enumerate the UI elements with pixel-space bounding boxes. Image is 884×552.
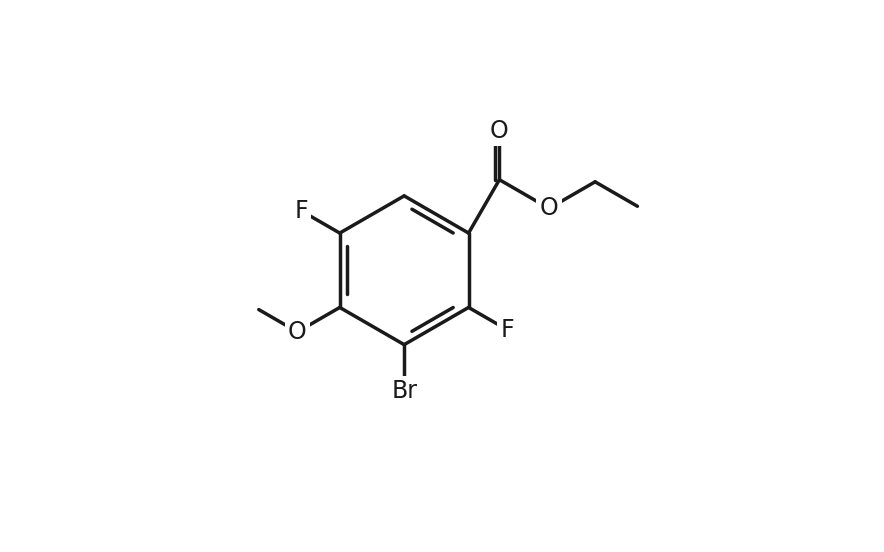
Text: F: F [500,318,514,342]
Text: O: O [288,320,307,344]
Text: O: O [540,197,559,220]
Text: O: O [490,119,509,143]
Text: Br: Br [392,379,417,404]
Text: F: F [294,199,308,223]
